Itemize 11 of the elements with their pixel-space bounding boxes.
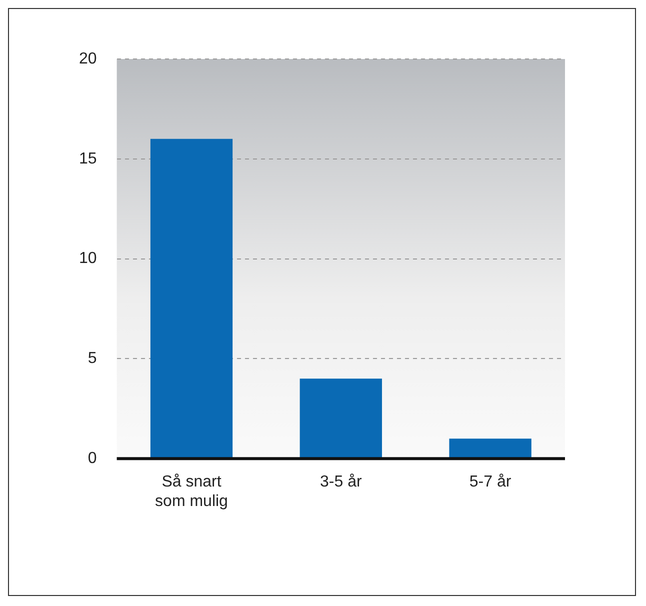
bar bbox=[150, 138, 233, 458]
x-tick-label: Så snart som mulig bbox=[155, 474, 228, 510]
y-tick-label: 5 bbox=[88, 350, 97, 368]
x-tick-label: 5-7 år bbox=[469, 474, 512, 491]
y-tick-label: 10 bbox=[79, 250, 97, 268]
y-tick-label: 20 bbox=[79, 50, 97, 68]
bar bbox=[449, 438, 532, 458]
x-tick-label: 3-5 år bbox=[320, 474, 362, 491]
y-tick-label: 15 bbox=[79, 150, 97, 168]
bar bbox=[300, 378, 382, 458]
y-tick-label: 0 bbox=[88, 450, 97, 468]
